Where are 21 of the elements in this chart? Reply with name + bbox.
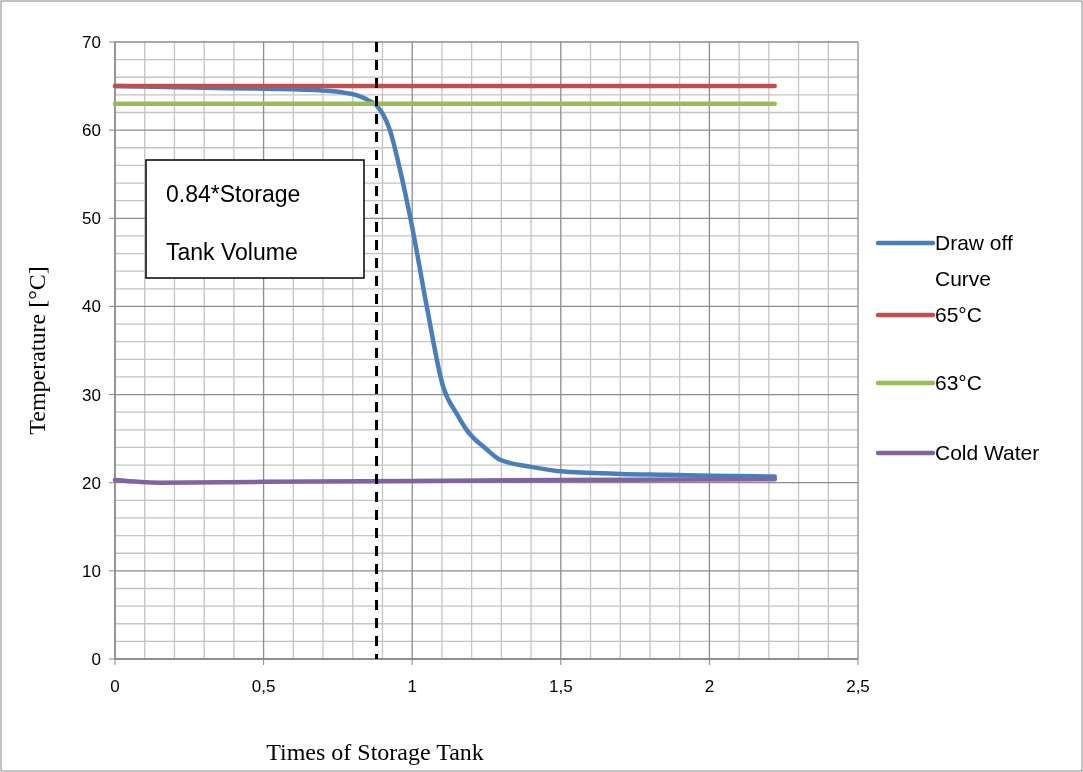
y-tick-label: 0 [91,650,101,669]
x-tick-label: 0,5 [251,677,276,696]
text: 0.84*Storage Tank Volume [166,181,301,265]
x-tick-label: 2,5 [846,677,870,696]
x-tick-label: 1 [407,677,417,696]
y-axis-title: Temperature [°C] [24,266,50,435]
x-tick-label: 2 [704,677,715,696]
legend-label: 63°C [935,371,982,394]
x-tick-label: 1,5 [548,677,573,696]
y-tick-label: 60 [82,121,101,141]
y-tick-label: 30 [82,385,101,405]
y-tick-label: 70 [82,33,101,52]
x-tick-label: 0 [110,677,120,696]
legend-label: Draw off Curve [935,231,1013,290]
y-tick-label: 40 [82,297,101,317]
x-axis-title: Times of Storage Tank [266,739,484,765]
y-tick-label: 10 [82,561,101,581]
y-tick-label: 50 [82,209,101,229]
y-tick-label: 20 [82,473,101,493]
legend-label: 65°C [935,303,982,326]
legend-label: Cold Water [935,441,1040,464]
